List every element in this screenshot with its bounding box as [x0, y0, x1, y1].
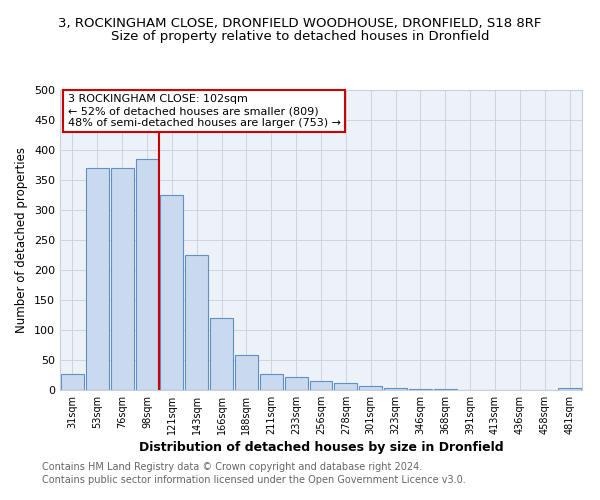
Bar — [185, 255, 208, 390]
Text: Contains HM Land Registry data © Crown copyright and database right 2024.: Contains HM Land Registry data © Crown c… — [42, 462, 422, 472]
Bar — [384, 388, 407, 390]
Bar — [136, 159, 158, 390]
Bar — [310, 381, 332, 390]
Text: 3 ROCKINGHAM CLOSE: 102sqm
← 52% of detached houses are smaller (809)
48% of sem: 3 ROCKINGHAM CLOSE: 102sqm ← 52% of deta… — [68, 94, 341, 128]
Bar — [160, 195, 183, 390]
Bar — [86, 168, 109, 390]
Bar — [359, 386, 382, 390]
Bar — [285, 377, 308, 390]
Text: Size of property relative to detached houses in Dronfield: Size of property relative to detached ho… — [111, 30, 489, 43]
Bar — [260, 374, 283, 390]
Text: 3, ROCKINGHAM CLOSE, DRONFIELD WOODHOUSE, DRONFIELD, S18 8RF: 3, ROCKINGHAM CLOSE, DRONFIELD WOODHOUSE… — [58, 18, 542, 30]
Bar — [61, 374, 84, 390]
Text: Contains public sector information licensed under the Open Government Licence v3: Contains public sector information licen… — [42, 475, 466, 485]
Bar — [334, 383, 357, 390]
Bar — [235, 355, 258, 390]
Bar — [409, 389, 432, 390]
Bar — [210, 318, 233, 390]
X-axis label: Distribution of detached houses by size in Dronfield: Distribution of detached houses by size … — [139, 441, 503, 454]
Bar — [111, 168, 134, 390]
Bar — [558, 388, 581, 390]
Y-axis label: Number of detached properties: Number of detached properties — [16, 147, 28, 333]
